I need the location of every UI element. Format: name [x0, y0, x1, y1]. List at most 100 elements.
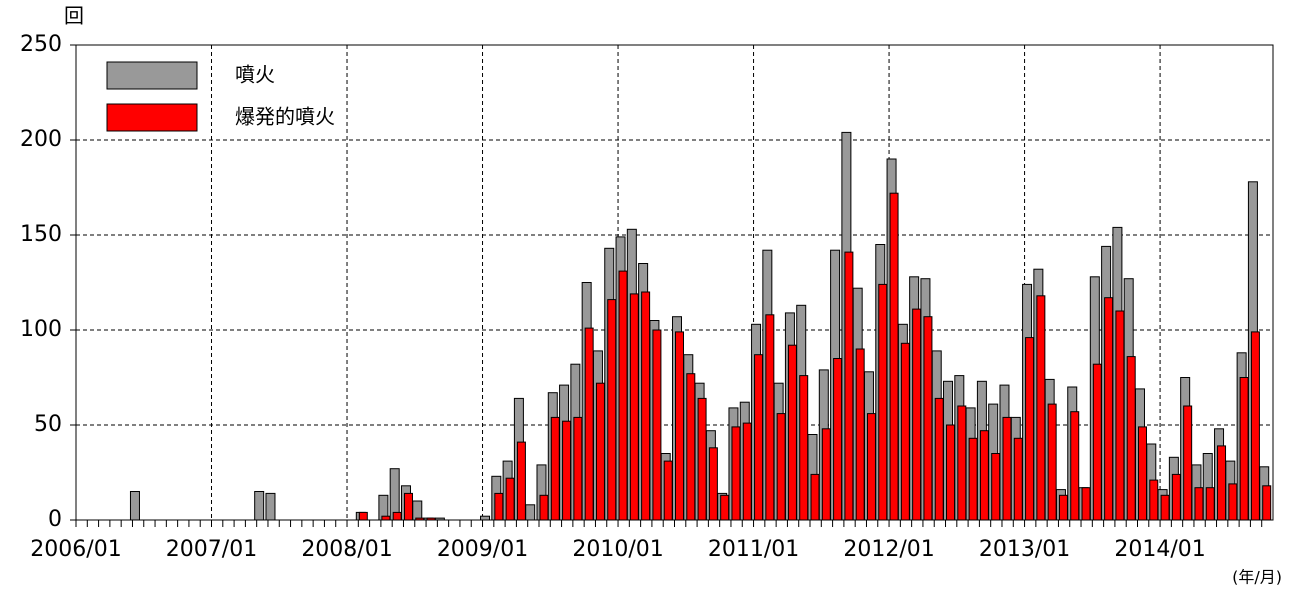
bar	[494, 492, 504, 521]
bar	[708, 447, 718, 521]
bar	[1205, 487, 1215, 521]
bar	[1250, 331, 1260, 521]
bar	[629, 293, 639, 521]
bar	[412, 500, 423, 521]
bar	[1149, 479, 1159, 521]
bar	[652, 329, 662, 521]
bar	[539, 494, 549, 521]
y-tick-label: 200	[20, 127, 62, 152]
bar	[742, 422, 752, 521]
x-tick-label: 2008/01	[301, 537, 392, 562]
bar	[686, 373, 696, 521]
bar	[505, 477, 515, 521]
bar	[675, 331, 684, 521]
bar	[754, 354, 764, 521]
bar	[1104, 297, 1114, 521]
bar	[607, 299, 617, 521]
bar	[957, 405, 967, 521]
bar	[1194, 487, 1204, 521]
bar	[855, 348, 865, 521]
bar	[900, 342, 910, 521]
bar	[129, 491, 140, 521]
bar	[979, 430, 989, 521]
bar	[1239, 377, 1249, 521]
bar	[358, 511, 368, 521]
bar	[889, 192, 899, 521]
bar	[1183, 405, 1193, 521]
bar	[866, 413, 876, 521]
bar	[1171, 473, 1181, 521]
bar	[1115, 310, 1125, 521]
bar	[1092, 363, 1102, 521]
bar	[787, 344, 797, 521]
bar	[912, 308, 922, 521]
bar	[1262, 485, 1272, 521]
bar	[254, 491, 265, 521]
y-tick-label: 150	[20, 222, 62, 247]
bar	[595, 382, 605, 521]
bar	[562, 420, 572, 521]
bar	[480, 515, 491, 521]
bar	[1002, 416, 1012, 521]
x-tick-label: 2013/01	[979, 537, 1070, 562]
bar	[878, 283, 888, 521]
bar	[1070, 411, 1080, 521]
x-tick-label: 2009/01	[437, 537, 528, 562]
bar	[720, 494, 730, 521]
bar	[525, 504, 536, 521]
bar	[1081, 487, 1091, 521]
bar	[584, 327, 594, 521]
bar	[923, 316, 933, 521]
y-tick-label: 100	[20, 317, 62, 342]
bar	[799, 375, 809, 521]
x-unit: (年/月)	[1232, 568, 1282, 587]
bar	[1217, 445, 1227, 521]
legend-swatch	[106, 61, 198, 90]
y-tick-label: 250	[20, 32, 62, 57]
bar	[392, 511, 402, 521]
bar	[765, 314, 775, 521]
bar	[618, 270, 628, 521]
x-tick-label: 2010/01	[572, 537, 663, 562]
bar	[731, 426, 741, 521]
x-tick-label: 2014/01	[1114, 537, 1205, 562]
bar	[1126, 356, 1136, 521]
bar	[573, 416, 583, 521]
bar	[833, 358, 843, 521]
y-unit: 回	[64, 4, 84, 28]
legend-label: 爆発的噴火	[235, 105, 335, 129]
bar	[821, 428, 831, 521]
bar	[946, 424, 956, 521]
x-tick-label: 2012/01	[843, 537, 934, 562]
bar	[776, 413, 786, 521]
legend-swatch	[106, 103, 198, 132]
bar	[641, 291, 651, 521]
bar	[991, 453, 1001, 521]
bar	[663, 460, 673, 521]
x-tick-label: 2007/01	[166, 537, 257, 562]
bar	[810, 473, 820, 521]
bar	[516, 441, 526, 521]
bar	[1160, 494, 1170, 521]
y-tick-label: 50	[34, 412, 62, 437]
bar	[968, 437, 978, 521]
x-tick-label: 2006/01	[30, 537, 121, 562]
bar	[697, 397, 707, 521]
bar	[265, 492, 276, 521]
bar	[1058, 494, 1068, 521]
x-tick-label: 2011/01	[708, 537, 799, 562]
plot-frame	[75, 44, 1274, 521]
bar	[934, 397, 944, 521]
y-tick-label: 0	[48, 507, 62, 532]
legend-label: 噴火	[235, 63, 275, 87]
bar	[403, 492, 413, 521]
bar	[1013, 437, 1023, 521]
bar	[1047, 403, 1057, 521]
bar	[1137, 426, 1147, 521]
bar	[844, 251, 854, 521]
bar	[1228, 483, 1238, 521]
bar	[550, 416, 560, 521]
bar	[1025, 337, 1035, 521]
bar	[1036, 295, 1046, 521]
